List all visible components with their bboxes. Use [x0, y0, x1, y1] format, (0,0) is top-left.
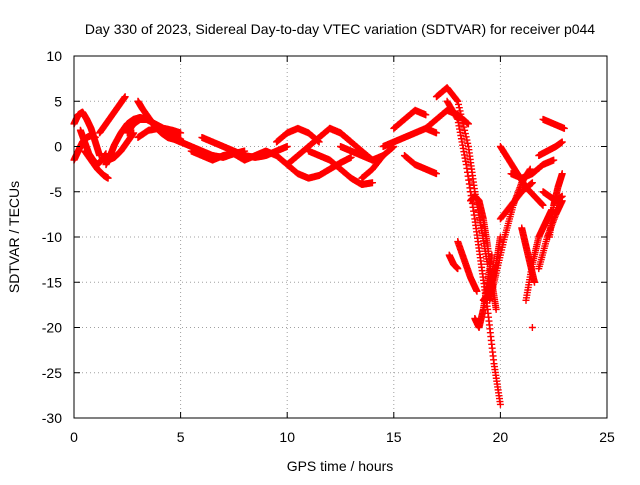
- x-tick-label: 5: [177, 429, 185, 445]
- y-tick-label: -30: [42, 410, 62, 426]
- series-arc-24: [400, 152, 440, 178]
- data-point-marker: [528, 324, 536, 331]
- data-point-marker: [104, 174, 112, 182]
- x-axis-label: GPS time / hours: [287, 458, 394, 474]
- series-arc-23: [390, 106, 430, 132]
- data-point-marker: [457, 110, 465, 118]
- x-tick-label: 20: [493, 429, 509, 445]
- x-tick-label: 10: [279, 429, 295, 445]
- data-point-marker: [368, 179, 376, 187]
- y-tick-label: 0: [54, 139, 62, 155]
- x-tick-label: 15: [386, 429, 402, 445]
- series-arc-39: [528, 324, 536, 331]
- series-arc-41: [535, 138, 566, 160]
- series-arc-16: [273, 124, 323, 146]
- data-point-marker: [463, 136, 471, 144]
- data-point-marker: [454, 265, 462, 273]
- data-point-marker: [347, 153, 355, 161]
- data-point-marker: [464, 139, 472, 147]
- data-point-marker: [461, 126, 469, 134]
- grid-lines: [74, 56, 607, 418]
- data-point-marker: [432, 129, 440, 137]
- data-point-marker: [550, 156, 558, 164]
- series-arc-10: [134, 124, 185, 143]
- series-arc-05: [96, 93, 129, 137]
- data-point-marker: [461, 130, 469, 138]
- data-point-marker: [558, 138, 566, 146]
- data-point-marker: [422, 111, 430, 119]
- series-arc-36: [507, 156, 558, 182]
- data-point-marker: [492, 305, 500, 313]
- series-arc-29: [445, 251, 462, 273]
- series-arc-21: [358, 152, 387, 182]
- data-point-marker: [462, 133, 470, 141]
- data-point-marker: [177, 129, 185, 137]
- series-arc-15: [251, 147, 355, 182]
- data-point-marker: [528, 179, 536, 187]
- series-arc-22: [379, 124, 440, 150]
- data-point-marker: [458, 117, 466, 125]
- y-tick-label: -15: [42, 274, 62, 290]
- data-point-marker: [460, 123, 468, 131]
- data-point-marker: [453, 96, 461, 104]
- data-point-marker: [121, 93, 129, 101]
- data-point-marker: [539, 201, 547, 209]
- y-tick-label: 10: [46, 48, 62, 64]
- series-arc-28: [454, 238, 481, 295]
- series-arc-07: [104, 129, 138, 164]
- data-point-marker: [454, 97, 462, 105]
- x-tick-label: 0: [70, 429, 78, 445]
- x-tick-label: 25: [599, 429, 615, 445]
- data-point-marker: [496, 400, 504, 408]
- y-tick-label: -5: [50, 184, 63, 200]
- data-point-marker: [456, 107, 464, 115]
- data-points: [70, 84, 568, 408]
- data-point-marker: [459, 120, 467, 128]
- data-point-marker: [283, 143, 291, 150]
- data-point-marker: [455, 100, 463, 108]
- data-point-marker: [432, 170, 440, 178]
- y-axis-label: SDTVAR / TECUs: [6, 181, 22, 293]
- data-point-marker: [378, 153, 386, 161]
- series-arc-04: [76, 126, 110, 169]
- y-tick-label: -20: [42, 320, 62, 336]
- y-tick-label: 5: [54, 93, 62, 109]
- series-arc-37: [518, 224, 539, 286]
- chart-title: Day 330 of 2023, Sidereal Day-to-day VTE…: [85, 21, 595, 37]
- series-arc-18: [305, 147, 376, 189]
- y-tick-label: -10: [42, 229, 62, 245]
- data-point-marker: [130, 129, 138, 137]
- data-point-marker: [453, 114, 461, 122]
- data-point-marker: [473, 287, 481, 295]
- data-point-marker: [455, 104, 463, 112]
- y-tick-label: -25: [42, 365, 62, 381]
- data-point-marker: [379, 152, 387, 160]
- series-arc-02: [70, 108, 104, 160]
